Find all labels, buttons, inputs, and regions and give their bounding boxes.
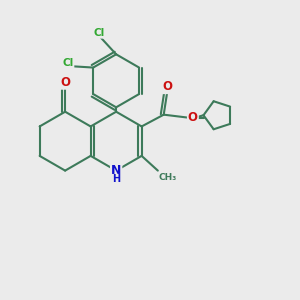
Text: Cl: Cl <box>94 28 105 38</box>
Text: O: O <box>163 80 173 93</box>
Text: H: H <box>112 174 120 184</box>
Text: N: N <box>111 164 121 177</box>
Text: CH₃: CH₃ <box>158 173 177 182</box>
Text: Cl: Cl <box>62 58 74 68</box>
Text: O: O <box>60 76 70 89</box>
Text: O: O <box>188 111 198 124</box>
